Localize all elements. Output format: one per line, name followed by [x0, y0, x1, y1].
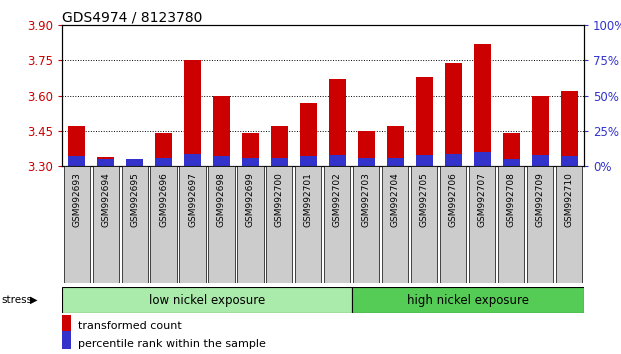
Text: GSM992710: GSM992710: [564, 172, 574, 227]
Bar: [358, 131, 375, 166]
Text: stress: stress: [1, 295, 32, 305]
Bar: [387, 158, 404, 166]
Bar: [329, 79, 346, 166]
Bar: [97, 159, 114, 166]
Text: high nickel exposure: high nickel exposure: [407, 293, 529, 307]
Text: GDS4974 / 8123780: GDS4974 / 8123780: [62, 11, 202, 25]
Bar: [329, 155, 346, 166]
Bar: [358, 158, 375, 166]
Text: GSM992703: GSM992703: [362, 172, 371, 227]
Bar: [474, 152, 491, 166]
FancyBboxPatch shape: [469, 166, 496, 283]
Text: GSM992700: GSM992700: [275, 172, 284, 227]
Bar: [387, 126, 404, 166]
Text: GSM992696: GSM992696: [159, 172, 168, 227]
Bar: [242, 158, 259, 166]
Bar: [213, 156, 230, 166]
FancyBboxPatch shape: [353, 166, 379, 283]
FancyBboxPatch shape: [122, 166, 148, 283]
Bar: [155, 133, 172, 166]
Text: GSM992702: GSM992702: [333, 172, 342, 227]
Bar: [561, 156, 578, 166]
Text: GSM992699: GSM992699: [246, 172, 255, 227]
Bar: [415, 155, 433, 166]
Bar: [62, 313, 71, 331]
Text: GSM992707: GSM992707: [478, 172, 487, 227]
Bar: [300, 103, 317, 166]
Bar: [126, 162, 143, 166]
FancyBboxPatch shape: [266, 166, 292, 283]
Text: GSM992706: GSM992706: [449, 172, 458, 227]
Bar: [561, 91, 578, 166]
FancyBboxPatch shape: [237, 166, 263, 283]
Text: GSM992701: GSM992701: [304, 172, 313, 227]
Bar: [184, 60, 201, 166]
Bar: [97, 157, 114, 166]
FancyBboxPatch shape: [411, 166, 437, 283]
Bar: [502, 159, 520, 166]
Text: GSM992698: GSM992698: [217, 172, 226, 227]
Bar: [62, 331, 71, 349]
Bar: [271, 158, 288, 166]
Bar: [213, 96, 230, 166]
Text: ▶: ▶: [30, 295, 37, 305]
FancyBboxPatch shape: [150, 166, 176, 283]
Text: percentile rank within the sample: percentile rank within the sample: [78, 339, 266, 349]
FancyBboxPatch shape: [296, 166, 322, 283]
Text: GSM992708: GSM992708: [507, 172, 516, 227]
Bar: [474, 44, 491, 166]
FancyBboxPatch shape: [63, 166, 89, 283]
FancyBboxPatch shape: [179, 166, 206, 283]
Text: GSM992709: GSM992709: [536, 172, 545, 227]
Bar: [68, 126, 85, 166]
Bar: [184, 154, 201, 166]
Text: GSM992694: GSM992694: [101, 172, 110, 227]
Bar: [532, 155, 549, 166]
Bar: [300, 156, 317, 166]
Bar: [242, 133, 259, 166]
Bar: [68, 156, 85, 166]
FancyBboxPatch shape: [324, 166, 350, 283]
Bar: [445, 63, 462, 166]
Text: GSM992697: GSM992697: [188, 172, 197, 227]
Text: GSM992704: GSM992704: [391, 172, 400, 227]
FancyBboxPatch shape: [527, 166, 553, 283]
Bar: [445, 154, 462, 166]
Text: GSM992705: GSM992705: [420, 172, 429, 227]
FancyBboxPatch shape: [383, 166, 409, 283]
Bar: [271, 126, 288, 166]
FancyBboxPatch shape: [440, 166, 466, 283]
FancyBboxPatch shape: [498, 166, 524, 283]
Text: GSM992695: GSM992695: [130, 172, 139, 227]
FancyBboxPatch shape: [62, 287, 352, 313]
Bar: [532, 96, 549, 166]
FancyBboxPatch shape: [93, 166, 119, 283]
FancyBboxPatch shape: [352, 287, 584, 313]
Bar: [126, 159, 143, 166]
Text: low nickel exposure: low nickel exposure: [149, 293, 265, 307]
Bar: [415, 77, 433, 166]
FancyBboxPatch shape: [556, 166, 582, 283]
Bar: [502, 133, 520, 166]
Text: GSM992693: GSM992693: [72, 172, 81, 227]
Bar: [155, 158, 172, 166]
FancyBboxPatch shape: [209, 166, 235, 283]
Text: transformed count: transformed count: [78, 321, 181, 331]
